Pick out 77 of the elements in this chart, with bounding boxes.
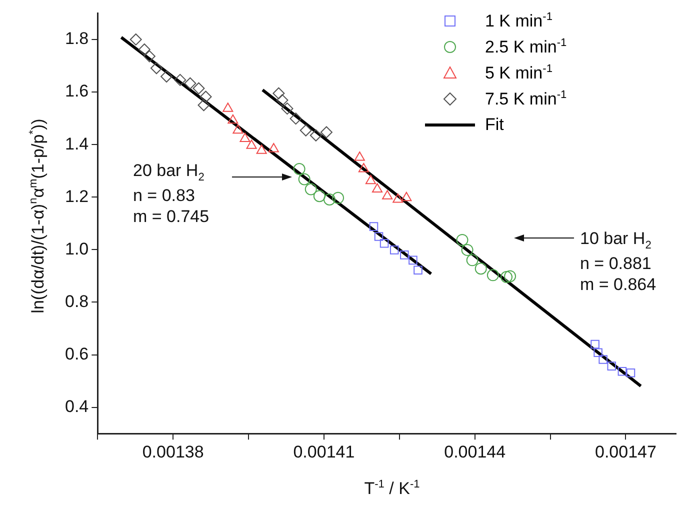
legend-label: 2.5 K min$^{-1}$	[485, 36, 567, 58]
point	[130, 33, 142, 46]
y-tick-label: 1.2	[64, 186, 89, 206]
x-tick-label: 0.00138	[142, 442, 204, 462]
y-tick-label: 1.6	[64, 82, 89, 101]
point	[618, 366, 627, 376]
point	[222, 102, 234, 112]
point	[300, 124, 312, 136]
point	[281, 102, 294, 115]
point	[594, 348, 602, 358]
point	[390, 246, 399, 254]
point	[372, 183, 383, 192]
point	[626, 368, 636, 378]
point	[607, 362, 616, 370]
point	[380, 238, 389, 248]
point	[408, 256, 418, 265]
point	[272, 87, 285, 100]
point	[174, 74, 186, 86]
point	[590, 340, 600, 349]
point	[198, 99, 210, 112]
annotation: 20 bar H$_{2}$ n = 0.83 m = 0.745	[133, 160, 210, 228]
point	[143, 50, 156, 62]
point	[256, 144, 267, 154]
x-tick-label: 0.00147	[594, 442, 656, 462]
point	[293, 163, 306, 176]
point	[598, 355, 608, 364]
legend-label: Fit	[485, 115, 504, 135]
point	[320, 126, 332, 138]
legend-label: 5 K min$^{-1}$	[485, 62, 552, 84]
y-tick-label: 0.8	[64, 292, 89, 311]
y-tick-label: 1.8	[64, 29, 89, 48]
point	[474, 262, 487, 275]
x-axis-title: T$^{-1}$ / K$^{-1}$	[364, 478, 420, 500]
point	[298, 173, 310, 186]
point	[401, 192, 412, 202]
point	[228, 114, 238, 124]
point	[240, 132, 250, 142]
point	[466, 254, 478, 266]
point	[200, 90, 212, 103]
point	[400, 250, 409, 260]
point	[313, 190, 326, 202]
point	[246, 140, 257, 149]
point	[276, 94, 288, 106]
point	[358, 163, 369, 172]
point	[414, 266, 422, 275]
x-tick-label: 0.00141	[293, 442, 355, 462]
point	[332, 192, 344, 204]
point	[461, 244, 474, 256]
point	[369, 222, 378, 231]
point	[504, 270, 516, 282]
point	[354, 151, 365, 161]
point	[138, 43, 150, 56]
point	[232, 124, 244, 134]
point	[382, 190, 393, 200]
annotation: 10 bar H$_{2}$ n = 0.881 m = 0.864	[580, 228, 656, 296]
point	[456, 234, 468, 246]
point	[486, 269, 499, 282]
point	[268, 143, 279, 152]
y-tick-label: 0.6	[64, 344, 89, 364]
point	[192, 82, 205, 94]
point	[365, 174, 376, 184]
point	[290, 112, 302, 125]
point	[323, 193, 336, 206]
x-tick-label: 0.00144	[444, 442, 506, 462]
y-tick-label: 0.4	[64, 397, 89, 416]
point	[374, 232, 384, 241]
point	[392, 193, 404, 203]
point	[500, 271, 513, 283]
y-tick-label: 1.0	[64, 239, 89, 258]
y-tick-label: 1.4	[64, 134, 89, 154]
point	[184, 77, 196, 90]
point	[304, 183, 317, 196]
point	[160, 70, 173, 83]
legend-label: 1 K min$^{-1}$	[485, 10, 552, 32]
point	[310, 129, 322, 142]
legend-label: 7.5 K min$^{-1}$	[485, 88, 567, 110]
point	[150, 62, 162, 74]
